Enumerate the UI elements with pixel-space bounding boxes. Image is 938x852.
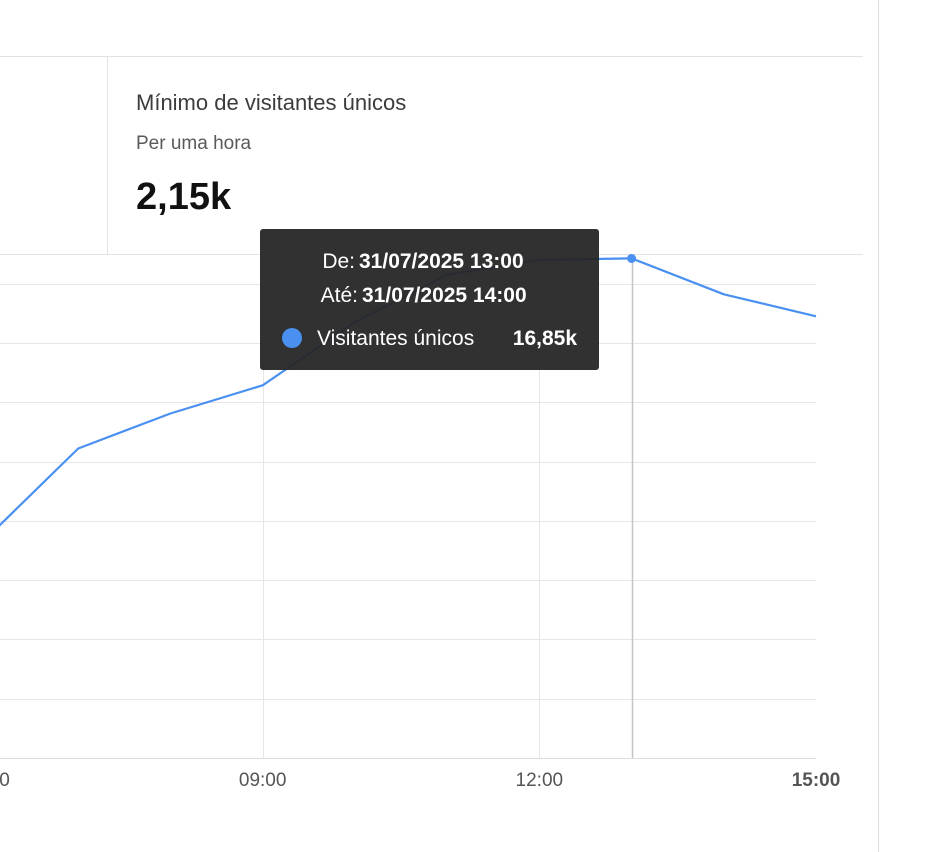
tooltip-to-label: Até:	[321, 284, 358, 307]
tooltip-box	[260, 229, 599, 370]
x-tick-label: 09:00	[239, 770, 287, 791]
x-tick-label: 15:00	[792, 770, 841, 791]
tooltip-series-name: Visitantes únicos	[317, 327, 474, 350]
tooltip: De: 31/07/2025 13:00 Até: 31/07/2025 14:…	[260, 229, 599, 370]
tooltip-value: 16,85k	[513, 327, 578, 350]
tooltip-to: 31/07/2025 14:00	[362, 284, 527, 307]
card-title: Mínimo de visitantes únicos	[136, 90, 406, 115]
x-tick-label: 12:00	[516, 770, 564, 791]
tooltip-from: 31/07/2025 13:00	[359, 250, 524, 273]
x-tick-label: 06:00	[0, 770, 10, 791]
tooltip-from-label: De:	[322, 250, 355, 273]
card-value: 2,15k	[136, 176, 232, 218]
card-subtitle: Per uma hora	[136, 133, 252, 154]
tooltip-marker	[282, 328, 302, 348]
hover-point	[627, 253, 637, 263]
